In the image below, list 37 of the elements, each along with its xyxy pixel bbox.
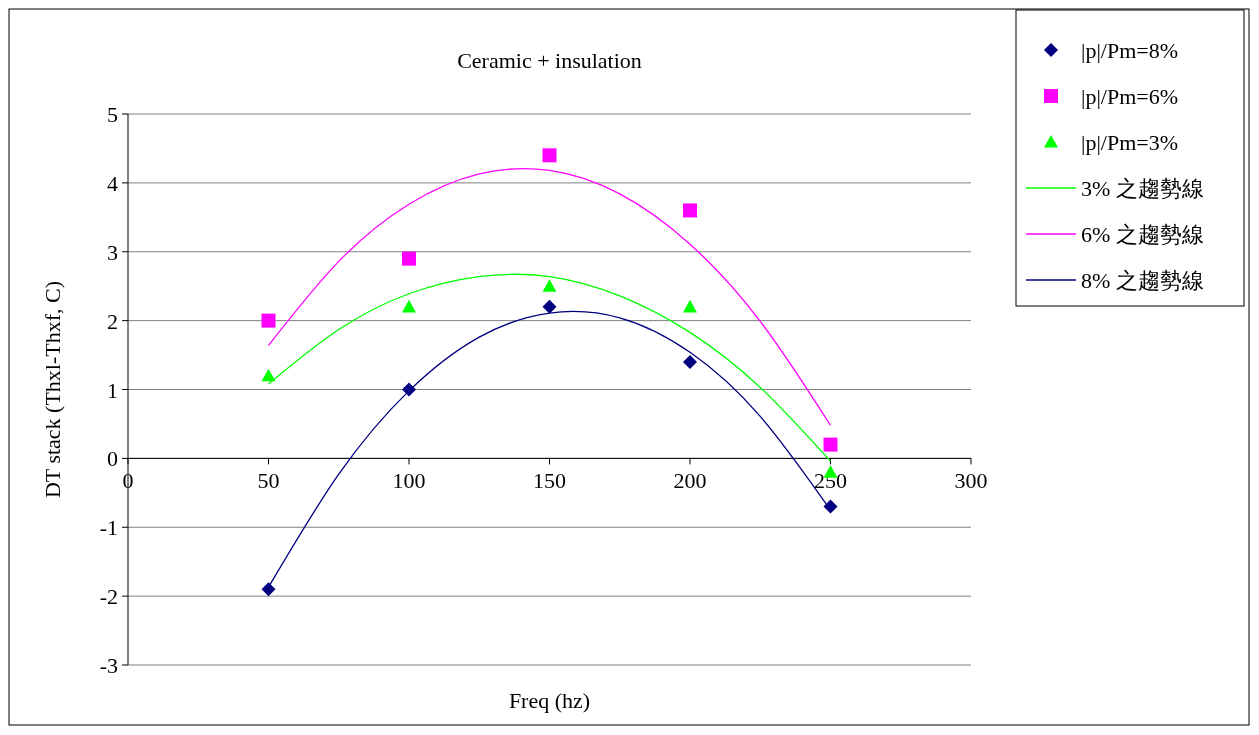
- point: [542, 148, 557, 163]
- legend-label: 6% 之趨勢線: [1081, 222, 1204, 247]
- x-tick-label: 50: [257, 468, 280, 494]
- point: [402, 382, 416, 397]
- legend-label: |p|/Pm=3%: [1081, 130, 1179, 155]
- y-tick-label: 3: [107, 239, 118, 265]
- x-axis-title: Freq (hz): [508, 688, 591, 713]
- chart-title: Ceramic + insulation: [457, 48, 642, 73]
- point: [823, 499, 838, 514]
- point: [261, 368, 276, 382]
- x-tick-label: 200: [673, 468, 707, 494]
- point: [261, 313, 276, 328]
- y-tick-label: -1: [99, 515, 118, 541]
- y-tick-label: 1: [107, 377, 118, 403]
- point: [683, 299, 697, 313]
- y-tick-label: -3: [99, 653, 118, 678]
- legend-label: 3% 之趨勢線: [1081, 176, 1204, 201]
- x-tick-label: 300: [954, 468, 988, 494]
- y-axis-title: DT stack (Thxl-Thxf, C): [40, 280, 65, 499]
- point: [542, 299, 557, 314]
- point: [402, 251, 416, 266]
- legend-label: |p|/Pm=8%: [1081, 38, 1179, 63]
- legend-label: |p|/Pm=6%: [1081, 84, 1179, 109]
- point: [542, 279, 557, 292]
- y-tick-label: 4: [107, 170, 118, 196]
- y-tick-label: 0: [107, 446, 118, 472]
- point: [402, 299, 416, 313]
- y-tick-label: 5: [107, 102, 118, 127]
- point: [261, 582, 276, 597]
- y-tick-label: 2: [107, 308, 118, 334]
- point: [683, 354, 697, 369]
- point: [683, 203, 697, 218]
- y-tick-label: -2: [99, 584, 118, 610]
- legend-label: 8% 之趨勢線: [1081, 268, 1204, 293]
- x-tick-label: 150: [533, 468, 566, 494]
- point: [823, 437, 838, 452]
- x-tick-label: 100: [392, 468, 426, 494]
